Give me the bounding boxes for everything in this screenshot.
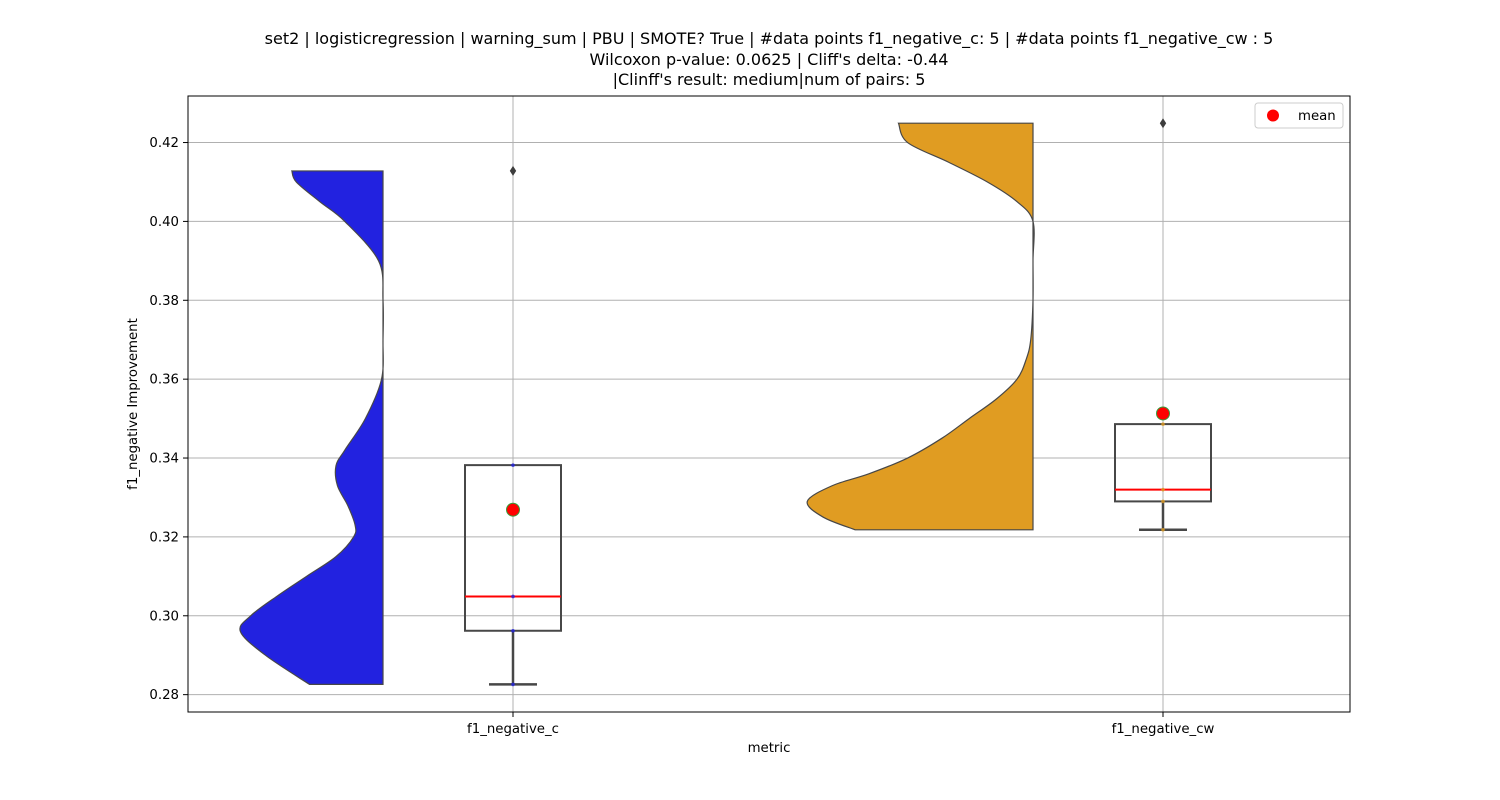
title-line-1: set2 | logisticregression | warning_sum … [264, 29, 1274, 48]
y-tick-label: 0.36 [149, 373, 179, 388]
violin-f1_negative_cw [806, 122, 1035, 531]
mean-marker [506, 502, 520, 517]
outlier-point [1159, 118, 1167, 129]
x-axis-label: metric [748, 741, 791, 756]
y-tick-label: 0.42 [149, 136, 179, 151]
data-point [511, 594, 515, 599]
chart-title: set2 | logisticregression | warning_sum … [188, 29, 1350, 91]
mean-marker [1156, 406, 1170, 421]
violin-layer [239, 122, 1035, 685]
box-layer [464, 118, 1212, 687]
y-tick-label: 0.38 [149, 294, 179, 309]
title-line-3: |Clinff's result: medium|num of pairs: 5 [612, 70, 926, 89]
title-line-2: Wilcoxon p-value: 0.0625 | Cliff's delta… [589, 49, 949, 69]
x-tick-label: f1_negative_c [467, 722, 559, 737]
tick-layer: 0.28 0.30 0.32 0.34 0.36 0.38 0.40 0.42 f1_negat… [149, 136, 1214, 737]
y-tick-label: 0.28 [149, 688, 179, 703]
legend: mean [1254, 102, 1344, 129]
legend-mean-marker [1267, 109, 1279, 122]
y-axis-label: f1_negative Improvement [126, 318, 141, 490]
data-point [1161, 528, 1165, 532]
data-point [1161, 499, 1165, 504]
y-tick-label: 0.34 [149, 452, 179, 467]
data-point [1161, 487, 1165, 492]
data-point [511, 463, 515, 467]
legend-box [1254, 102, 1344, 129]
legend-label-mean: mean [1298, 109, 1336, 124]
data-point [511, 628, 515, 633]
plot-frame-layer [187, 95, 1351, 713]
plot-frame [187, 95, 1351, 713]
data-point [1161, 422, 1165, 426]
y-tick-label: 0.32 [149, 530, 179, 545]
data-point [511, 682, 515, 687]
y-tick-label: 0.30 [149, 609, 179, 624]
x-tick-label: f1_negative_cw [1112, 722, 1215, 737]
y-tick-label: 0.40 [149, 215, 179, 230]
outlier-point [509, 165, 517, 176]
violin-f1_negative_c [239, 170, 384, 685]
